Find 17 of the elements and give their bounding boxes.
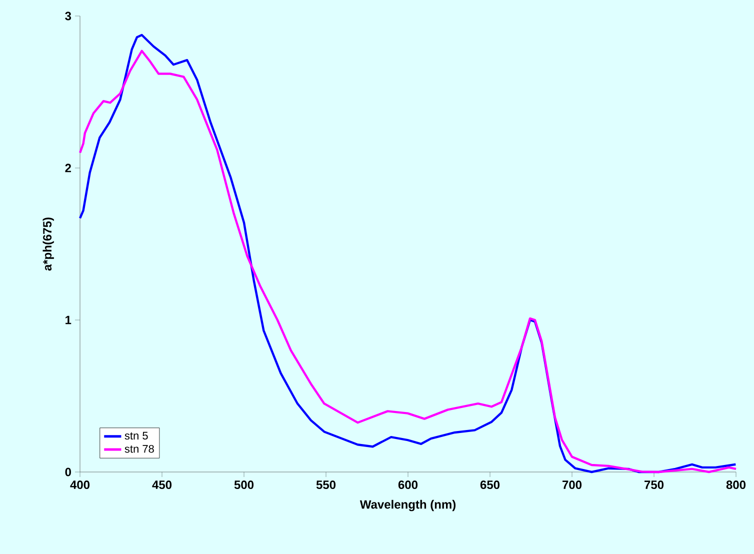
legend-label: stn 78: [124, 444, 154, 453]
x-tick-label: 700: [562, 480, 582, 490]
x-axis-title: Wavelength (nm): [360, 500, 456, 512]
x-tick-label: 550: [316, 480, 336, 490]
x-tick-label: 400: [70, 480, 90, 490]
y-tick-label: 2: [65, 164, 71, 172]
y-tick-label: 3: [65, 12, 72, 20]
x-tick-label: 650: [480, 480, 500, 490]
y-tick-label: 0: [65, 468, 71, 476]
x-tick-label: 600: [398, 480, 418, 490]
x-tick-label: 750: [644, 480, 664, 490]
y-axis-title: a*ph(675): [42, 218, 54, 271]
y-tick-label: 1: [66, 316, 72, 324]
x-tick-label: 450: [152, 480, 172, 490]
legend-label: stn 5: [124, 432, 148, 440]
x-tick-label: 500: [234, 480, 254, 490]
x-tick-label: 800: [726, 480, 746, 490]
